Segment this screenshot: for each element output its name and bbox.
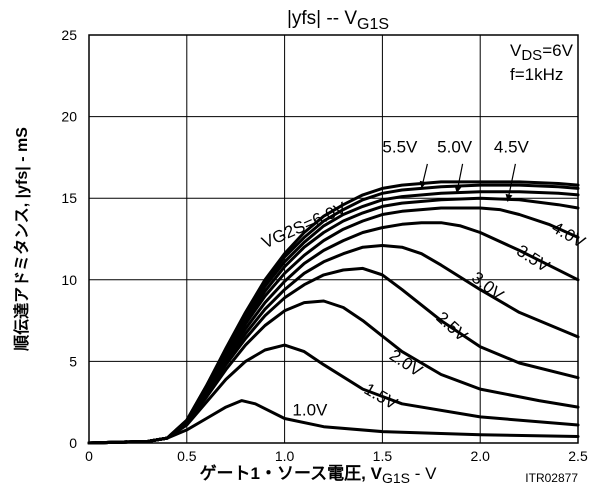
- curve-label: 2.5V: [433, 308, 472, 346]
- curve-label: 4.0V: [549, 218, 589, 252]
- condition-vds: VDS=6V: [510, 41, 574, 64]
- series-line-vg2s-5-5v: [87, 183, 580, 445]
- x-tick-label: 2.5: [568, 448, 588, 464]
- x-tick-label: 0: [85, 448, 93, 464]
- arrow-head: [505, 193, 513, 202]
- x-tick-label: 2.0: [470, 448, 490, 464]
- chart-title: |yfs| -- VG1S: [287, 8, 389, 33]
- chart-title-sub: G1S: [357, 16, 389, 33]
- x-tick-label: 0.5: [177, 448, 197, 464]
- series-line-vg2s-1-0v: [87, 399, 580, 445]
- grid-lines: [89, 35, 578, 443]
- curve-label: 1.0V: [292, 400, 328, 419]
- curve-label: 3.5V: [513, 241, 553, 276]
- curve-labels: 1.0V 1.5V2.0V2.5V3.0V3.5V4.0VVG2S=6.0V5.5…: [259, 138, 589, 420]
- axis-ticks: 0 0.5 1.0 1.5 2.0 2.5 0 5 10 15 20 25: [61, 27, 588, 464]
- y-tick-label: 5: [69, 353, 77, 369]
- series-line-vg2s-6-0v: [87, 180, 580, 445]
- figure-code: ITR02877: [525, 471, 578, 485]
- curve-label: 4.5V: [494, 138, 530, 157]
- y-tick-label: 15: [61, 190, 77, 206]
- arrow-head: [454, 185, 462, 194]
- y-tick-label: 20: [61, 109, 77, 125]
- series-lines: [87, 180, 580, 445]
- y-tick-label: 10: [61, 272, 77, 288]
- condition-frequency: f=1kHz: [510, 65, 563, 84]
- series-line-vg2s-3-5v: [87, 221, 580, 445]
- curve-label: 1.5V: [361, 379, 401, 413]
- curve-label: 5.5V: [382, 138, 418, 157]
- series-line-vg2s-2-5v: [87, 266, 580, 445]
- curve-label: 3.0V: [468, 268, 508, 305]
- x-tick-label: 1.0: [275, 448, 295, 464]
- y-axis-label: 順伝達アドミタンス, |yfs| - mS: [12, 127, 31, 352]
- curve-label: 5.0V: [437, 138, 473, 157]
- x-axis-label: ゲート1・ソース電圧, VG1S - V: [200, 463, 438, 486]
- y-tick-label: 25: [61, 27, 77, 43]
- x-tick-label: 1.5: [373, 448, 393, 464]
- arrow-head: [419, 180, 427, 189]
- curve-label: 2.0V: [386, 346, 426, 381]
- series-line-vg2s-3-0v: [87, 244, 580, 445]
- plot-frame: [88, 34, 579, 444]
- y-tick-label: 0: [69, 435, 77, 451]
- series-line-vg2s-5-0v: [87, 190, 580, 445]
- chart-title-main: |yfs| -- V: [287, 8, 357, 29]
